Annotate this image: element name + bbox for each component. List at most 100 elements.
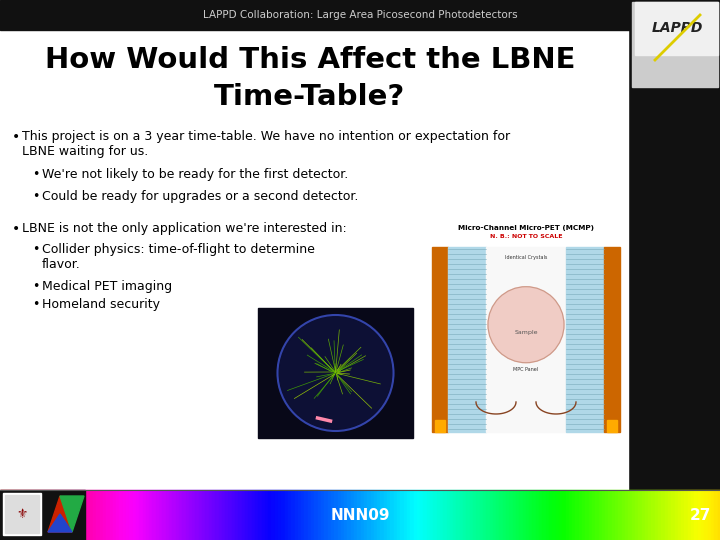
Bar [61, 490, 62, 540]
Bar [144, 490, 145, 540]
Bar [578, 490, 579, 540]
Bar [127, 490, 128, 540]
Bar [573, 490, 574, 540]
Bar [672, 490, 673, 540]
Bar [0, 490, 1, 540]
Bar [216, 490, 217, 540]
Bar [240, 490, 241, 540]
Bar [192, 490, 193, 540]
Bar [500, 490, 501, 540]
Bar [227, 490, 228, 540]
Text: •: • [12, 130, 20, 144]
Bar [491, 490, 492, 540]
Bar [375, 490, 376, 540]
Bar [143, 490, 144, 540]
Bar [328, 490, 329, 540]
Bar [106, 490, 107, 540]
Bar [386, 490, 387, 540]
Bar [39, 490, 40, 540]
Bar [545, 490, 546, 540]
Bar [559, 490, 560, 540]
Text: Micro-Channel Micro-PET (MCMP): Micro-Channel Micro-PET (MCMP) [458, 225, 594, 231]
Bar [80, 490, 81, 540]
Bar [640, 490, 641, 540]
Bar [696, 490, 697, 540]
Bar [632, 2, 718, 87]
Bar [630, 490, 631, 540]
Bar [264, 490, 265, 540]
Bar [72, 490, 73, 540]
Bar [690, 490, 691, 540]
Bar [466, 490, 467, 540]
Bar [427, 490, 428, 540]
Bar [23, 490, 24, 540]
Bar [266, 490, 267, 540]
Bar [452, 490, 453, 540]
Bar [708, 490, 709, 540]
Bar [505, 490, 506, 540]
Bar [141, 490, 142, 540]
Bar [471, 490, 472, 540]
Bar [35, 490, 36, 540]
Bar [333, 490, 334, 540]
Bar [529, 490, 530, 540]
Bar [203, 490, 204, 540]
Bar [51, 490, 52, 540]
Bar [481, 490, 482, 540]
Bar [512, 490, 513, 540]
Bar [12, 490, 13, 540]
Bar [515, 490, 516, 540]
Bar [567, 490, 568, 540]
Bar [21, 490, 22, 540]
Bar [151, 490, 152, 540]
Bar [145, 490, 146, 540]
Bar [652, 490, 653, 540]
Bar [634, 490, 635, 540]
Bar [393, 490, 394, 540]
Bar [631, 490, 632, 540]
Bar [213, 490, 214, 540]
Bar [30, 490, 31, 540]
Bar [560, 490, 561, 540]
Bar [435, 490, 436, 540]
Bar [459, 490, 460, 540]
Bar [706, 490, 707, 540]
Bar [54, 490, 55, 540]
Text: LAPPD: LAPPD [652, 21, 703, 35]
Text: LBNE is not the only application we're interested in:: LBNE is not the only application we're i… [22, 222, 347, 235]
Bar [204, 490, 205, 540]
Bar [84, 490, 85, 540]
Bar [282, 490, 283, 540]
Bar [292, 490, 293, 540]
Bar [112, 490, 113, 540]
Bar [263, 490, 264, 540]
Bar [401, 490, 402, 540]
Bar [207, 490, 208, 540]
Bar [221, 490, 222, 540]
Bar [340, 490, 341, 540]
Bar [365, 490, 366, 540]
Bar [513, 490, 514, 540]
Bar [514, 490, 515, 540]
Bar [584, 490, 585, 540]
Bar [524, 490, 525, 540]
Bar [441, 490, 442, 540]
Bar [287, 490, 288, 540]
Bar [100, 490, 101, 540]
Bar [236, 490, 237, 540]
Bar [94, 490, 95, 540]
Bar [24, 490, 25, 540]
Bar [486, 490, 487, 540]
Bar [63, 490, 64, 540]
Bar [502, 490, 503, 540]
Bar [52, 490, 53, 540]
Bar [353, 490, 354, 540]
Bar [174, 490, 175, 540]
Bar [569, 490, 570, 540]
Bar [165, 490, 166, 540]
Bar [607, 490, 608, 540]
Bar [310, 490, 311, 540]
Bar [675, 490, 676, 540]
Bar [611, 490, 612, 540]
Bar [260, 490, 261, 540]
